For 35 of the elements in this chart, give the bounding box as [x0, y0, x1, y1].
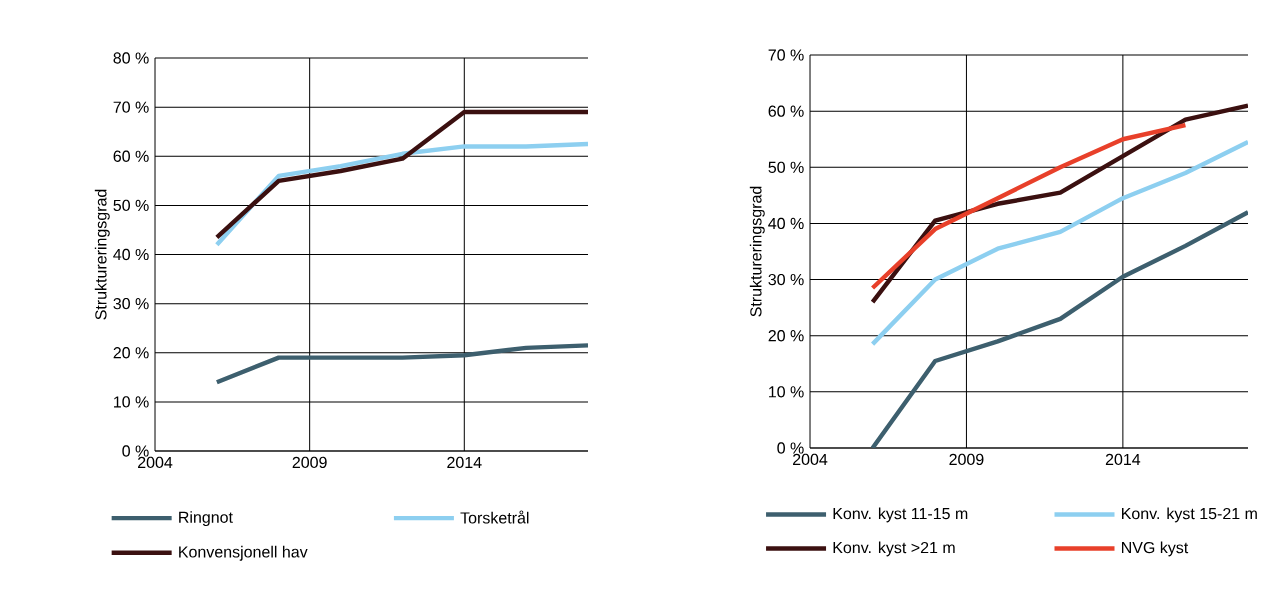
x-tick-label: 2009: [292, 456, 327, 469]
y-tick-label: 10 %: [114, 396, 149, 408]
y-tick-label: 80 %: [113, 52, 149, 64]
legend-label: Torsketrål: [460, 510, 529, 524]
legend-label: Konvensjonell hav: [179, 545, 308, 561]
x-tick-label: 2009: [949, 453, 984, 466]
y-tick-label: 0 %: [777, 442, 804, 454]
y-axis-title: Struktureringsgrad: [749, 186, 765, 317]
x-tick-label: 2004: [793, 453, 828, 466]
legend-label: Konv. kyst 15-21 m: [1122, 507, 1257, 523]
y-tick-label: 50 %: [113, 199, 149, 212]
y-tick-label: 40 %: [113, 248, 149, 261]
y-tick-label: 60 %: [113, 150, 149, 162]
line-series: [870, 139, 1249, 347]
legend-label: Konv. kyst 11-15 m: [833, 507, 968, 523]
line-series: [870, 122, 1188, 291]
legend-label: Ringnot: [179, 511, 233, 527]
y-tick-label: 20 %: [113, 347, 149, 359]
y-tick-label: 30 %: [768, 273, 804, 286]
x-tick-label: 2014: [1105, 453, 1141, 466]
legend-label: Konv. kyst >21 m: [833, 541, 955, 557]
y-tick-label: 30 %: [113, 297, 149, 310]
y-tick-label: 20 %: [768, 330, 804, 342]
y-tick-label: 60 %: [768, 105, 804, 117]
y-tick-label: 0 %: [122, 445, 149, 457]
x-tick-label: 2004: [138, 456, 173, 469]
y-tick-label: 10 %: [769, 386, 804, 398]
y-tick-label: 70 %: [113, 101, 149, 113]
y-tick-label: 50 %: [768, 161, 804, 173]
legend-label: NVG kyst: [1122, 541, 1189, 557]
y-axis-title: Struktureringsgrad: [94, 189, 110, 320]
y-tick-label: 70 %: [768, 49, 804, 61]
y-tick-label: 40 %: [768, 217, 804, 230]
line-series: [870, 210, 1249, 448]
x-tick-label: 2014: [447, 456, 482, 469]
